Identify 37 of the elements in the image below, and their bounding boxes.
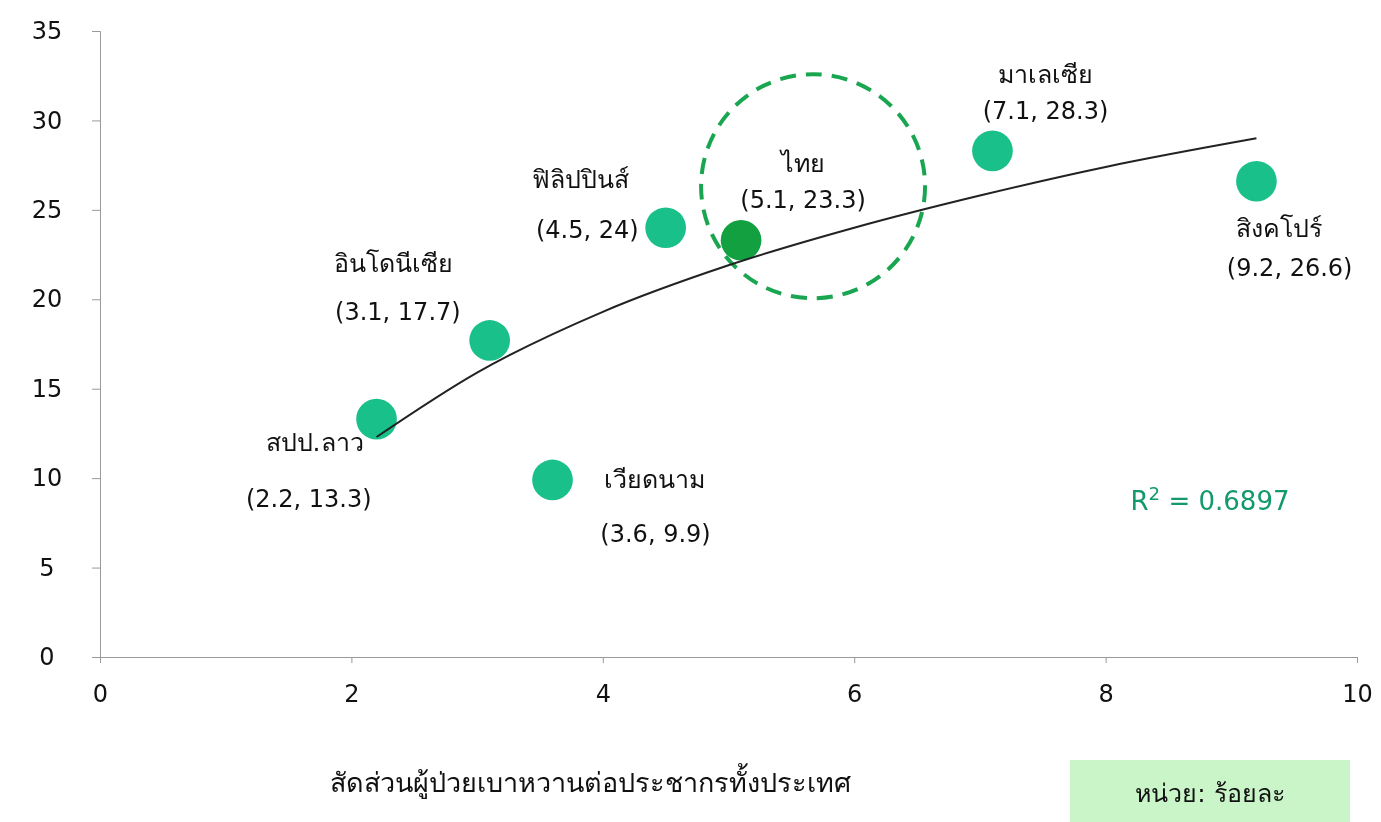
- annotation: ฟิลิปปินส์: [531, 164, 629, 194]
- y-tick-label: 35: [31, 17, 63, 46]
- data-label: (3.6, 9.9): [600, 519, 711, 548]
- point: [1236, 160, 1277, 202]
- data-label: (2.2, 13.3): [245, 485, 372, 514]
- text: หน่วย: ร้อยละ: [1135, 779, 1285, 808]
- point: [972, 130, 1013, 172]
- y-tick-label: 20: [31, 285, 63, 314]
- point: [720, 219, 762, 261]
- point: [645, 207, 686, 249]
- x-tick-label: 0: [92, 680, 109, 708]
- annotation: เวียดนาม: [603, 464, 705, 494]
- annotation: สปป.ลาว: [265, 428, 364, 458]
- x-axis-title: สัดส่วนผู้ป่วยเบาหวานต่อประชากรทั้งประเทศ: [329, 763, 851, 799]
- data-label: (4.5, 24): [535, 215, 639, 244]
- y-tick-label: 25: [31, 196, 63, 225]
- y-tick-label: 5: [39, 553, 55, 582]
- x-tick-label: 8: [1098, 680, 1114, 708]
- x-tick-label: 10: [1342, 680, 1373, 708]
- x-tick-label: 4: [595, 680, 611, 708]
- y-tick-label: 15: [31, 374, 63, 403]
- annotation: มาเลเซีย: [997, 59, 1093, 89]
- point: [469, 320, 511, 361]
- data-label: (7.1, 28.3): [982, 96, 1109, 125]
- y-tick-label: 30: [31, 106, 63, 135]
- data-label: (3.1, 17.7): [335, 298, 461, 327]
- data-label: (5.1, 23.3): [740, 186, 866, 215]
- y-tick-label: 10: [31, 464, 63, 493]
- y-tick-label: 0: [39, 643, 55, 672]
- data-label: (9.2, 26.6): [1226, 254, 1353, 283]
- annotation: สิงคโปร์: [1236, 214, 1323, 244]
- annotation: R$^{2}$ = 0.6897: [1130, 482, 1290, 516]
- x-tick-label: 6: [847, 680, 863, 708]
- annotation: อินโดนีเซีย: [333, 249, 453, 279]
- annotation: ไทย: [779, 149, 826, 179]
- point: [532, 459, 573, 501]
- x-tick-label: 2: [344, 680, 360, 708]
